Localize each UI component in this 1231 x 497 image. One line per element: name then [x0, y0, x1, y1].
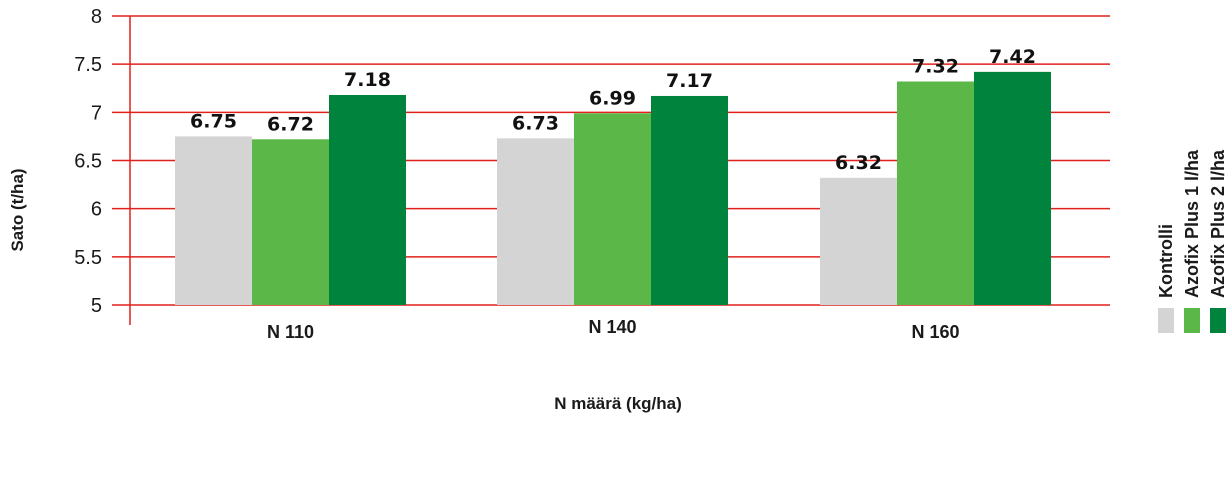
- x-category-label: N 160: [911, 322, 959, 342]
- legend-swatch-2: [1184, 308, 1200, 333]
- bar-n140-series-2: [574, 113, 651, 306]
- data-label: 7.42: [989, 46, 1036, 68]
- bar-n160-series-1: [820, 177, 897, 305]
- data-label: 6.73: [512, 112, 559, 134]
- bar-n140-series-1: [497, 138, 574, 305]
- bar-n160-series-3: [974, 71, 1051, 305]
- bar-n140-series-3: [651, 95, 728, 305]
- data-label: 7.32: [912, 56, 959, 78]
- y-tick-label: 8: [91, 6, 102, 28]
- y-tick-label: 6: [91, 199, 102, 221]
- axis-layer: 5 5.5 6 6.5 7 7.5 8 N 110 N 140 N 160: [74, 6, 959, 342]
- y-tick-label: 6.5: [74, 151, 102, 173]
- data-label: 7.17: [666, 70, 713, 92]
- x-category-label: N 140: [588, 317, 636, 337]
- y-tick-label: 7: [91, 102, 102, 124]
- x-category-label: N 110: [267, 322, 314, 342]
- legend-swatch-1: [1158, 308, 1174, 333]
- data-label: 6.32: [835, 152, 882, 174]
- y-axis-title: Sato (t/ha): [8, 168, 27, 251]
- y-tick-label: 5.5: [74, 247, 102, 269]
- bar-n110-series-2: [252, 139, 329, 305]
- x-axis-title: N määrä (kg/ha): [554, 394, 682, 413]
- legend: Kontrolli Azofix Plus 1 l/ha Azofix Plus 2…: [1156, 149, 1228, 333]
- legend-label-3: Azofix Plus 2 l/ha: [1208, 149, 1228, 298]
- legend-label-2: Azofix Plus 1 l/ha: [1182, 149, 1202, 298]
- bar-n110-series-1: [175, 136, 252, 305]
- bar-n110-series-3: [329, 94, 406, 305]
- y-tick-label: 7.5: [74, 54, 102, 76]
- bar-n160-series-2: [897, 81, 974, 305]
- y-tick-label: 5: [91, 295, 102, 317]
- label-layer: 6.75 6.72 7.18 6.73 6.99 7.17 6.32 7.32 7.42: [190, 46, 1036, 174]
- legend-swatch-3: [1210, 308, 1226, 333]
- data-label: 7.18: [344, 69, 391, 91]
- bar-layer: [175, 71, 1051, 306]
- legend-label-1: Kontrolli: [1156, 224, 1176, 298]
- data-label: 6.99: [589, 87, 636, 109]
- data-label: 6.72: [267, 113, 314, 135]
- data-label: 6.75: [190, 110, 237, 132]
